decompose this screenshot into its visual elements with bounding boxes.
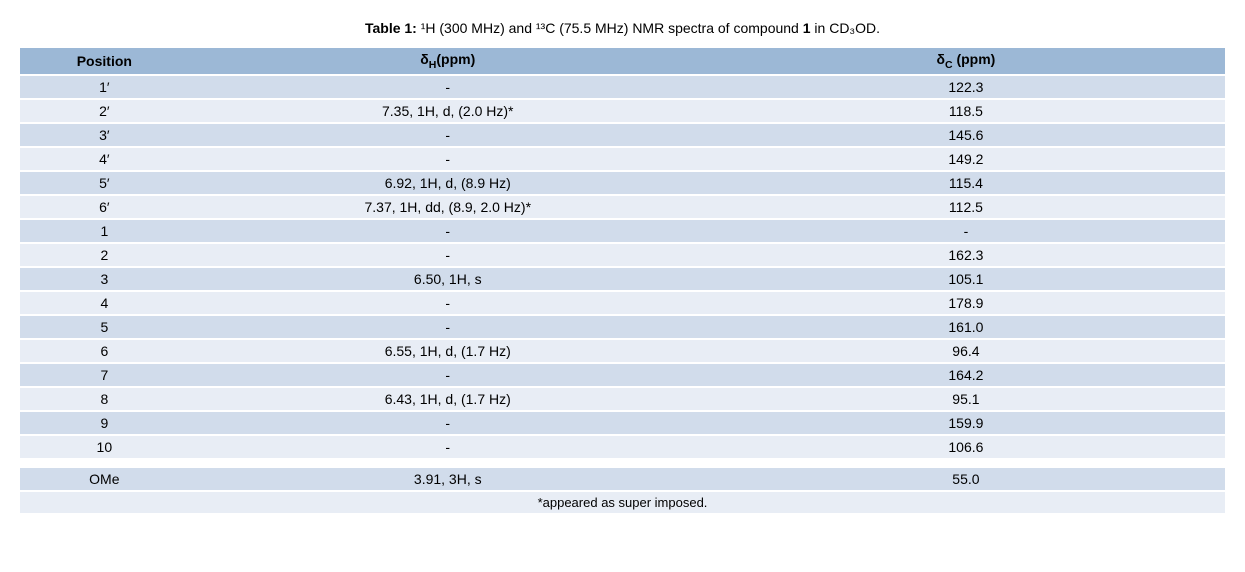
cell-h: 6.50, 1H, s bbox=[189, 268, 707, 290]
cell-h: - bbox=[189, 292, 707, 314]
cell-pos: 1 bbox=[20, 220, 189, 242]
cell-h: - bbox=[189, 124, 707, 146]
cell-h: 6.55, 1H, d, (1.7 Hz) bbox=[189, 340, 707, 362]
nmr-data-table: Position δH(ppm) δC (ppm) 1′-122.32′7.35… bbox=[20, 46, 1225, 515]
table-gap-row bbox=[20, 460, 1225, 466]
cell-pos: 4′ bbox=[20, 148, 189, 170]
cell-pos: 8 bbox=[20, 388, 189, 410]
caption-compound: 1 bbox=[803, 20, 811, 36]
col-header-position: Position bbox=[20, 48, 189, 74]
cell-c: 118.5 bbox=[707, 100, 1225, 122]
cell-h: - bbox=[189, 244, 707, 266]
caption-text-2: in CD₃OD. bbox=[811, 20, 881, 36]
cell-c: 122.3 bbox=[707, 76, 1225, 98]
table-caption: Table 1: ¹H (300 MHz) and ¹³C (75.5 MHz)… bbox=[20, 20, 1225, 36]
footnote-text: *appeared as super imposed. bbox=[20, 492, 1225, 513]
cell-h: - bbox=[189, 412, 707, 434]
table-row: 5-161.0 bbox=[20, 316, 1225, 338]
cell-h: 6.92, 1H, d, (8.9 Hz) bbox=[189, 172, 707, 194]
table-body-secondary: OMe3.91, 3H, s55.0 bbox=[20, 468, 1225, 490]
cell-c: 178.9 bbox=[707, 292, 1225, 314]
table-footnote-row: *appeared as super imposed. bbox=[20, 492, 1225, 513]
caption-text-1: ¹H (300 MHz) and ¹³C (75.5 MHz) NMR spec… bbox=[417, 20, 803, 36]
cell-pos: 9 bbox=[20, 412, 189, 434]
cell-pos: 3′ bbox=[20, 124, 189, 146]
caption-prefix: Table 1: bbox=[365, 20, 417, 36]
table-row: 1-- bbox=[20, 220, 1225, 242]
cell-pos: 5′ bbox=[20, 172, 189, 194]
table-row: 36.50, 1H, s105.1 bbox=[20, 268, 1225, 290]
table-body-main: 1′-122.32′7.35, 1H, d, (2.0 Hz)*118.53′-… bbox=[20, 76, 1225, 458]
cell-c: - bbox=[707, 220, 1225, 242]
cell-pos: 3 bbox=[20, 268, 189, 290]
cell-pos: 6 bbox=[20, 340, 189, 362]
cell-pos: OMe bbox=[20, 468, 189, 490]
cell-h: - bbox=[189, 316, 707, 338]
col-header-delta-c: δC (ppm) bbox=[707, 48, 1225, 74]
cell-c: 164.2 bbox=[707, 364, 1225, 386]
cell-c: 145.6 bbox=[707, 124, 1225, 146]
cell-c: 161.0 bbox=[707, 316, 1225, 338]
cell-pos: 1′ bbox=[20, 76, 189, 98]
col-header-delta-h: δH(ppm) bbox=[189, 48, 707, 74]
table-row: 4-178.9 bbox=[20, 292, 1225, 314]
cell-c: 95.1 bbox=[707, 388, 1225, 410]
cell-h: - bbox=[189, 76, 707, 98]
cell-h: - bbox=[189, 148, 707, 170]
cell-c: 159.9 bbox=[707, 412, 1225, 434]
cell-h: 3.91, 3H, s bbox=[189, 468, 707, 490]
table-row: 1′-122.3 bbox=[20, 76, 1225, 98]
table-row: 4′-149.2 bbox=[20, 148, 1225, 170]
table-row: 66.55, 1H, d, (1.7 Hz)96.4 bbox=[20, 340, 1225, 362]
cell-c: 112.5 bbox=[707, 196, 1225, 218]
cell-c: 96.4 bbox=[707, 340, 1225, 362]
cell-pos: 2′ bbox=[20, 100, 189, 122]
cell-pos: 7 bbox=[20, 364, 189, 386]
cell-c: 105.1 bbox=[707, 268, 1225, 290]
cell-c: 115.4 bbox=[707, 172, 1225, 194]
table-row: 9-159.9 bbox=[20, 412, 1225, 434]
cell-pos: 10 bbox=[20, 436, 189, 458]
table-row: 2-162.3 bbox=[20, 244, 1225, 266]
cell-h: 6.43, 1H, d, (1.7 Hz) bbox=[189, 388, 707, 410]
cell-h: 7.35, 1H, d, (2.0 Hz)* bbox=[189, 100, 707, 122]
table-row: OMe3.91, 3H, s55.0 bbox=[20, 468, 1225, 490]
table-row: 6′7.37, 1H, dd, (8.9, 2.0 Hz)*112.5 bbox=[20, 196, 1225, 218]
table-row: 10-106.6 bbox=[20, 436, 1225, 458]
cell-pos: 4 bbox=[20, 292, 189, 314]
table-row: 3′-145.6 bbox=[20, 124, 1225, 146]
table-row: 86.43, 1H, d, (1.7 Hz)95.1 bbox=[20, 388, 1225, 410]
cell-c: 106.6 bbox=[707, 436, 1225, 458]
table-row: 2′7.35, 1H, d, (2.0 Hz)*118.5 bbox=[20, 100, 1225, 122]
table-header-row: Position δH(ppm) δC (ppm) bbox=[20, 48, 1225, 74]
cell-h: - bbox=[189, 436, 707, 458]
table-row: 5′6.92, 1H, d, (8.9 Hz)115.4 bbox=[20, 172, 1225, 194]
cell-h: - bbox=[189, 220, 707, 242]
table-row: 7-164.2 bbox=[20, 364, 1225, 386]
cell-h: 7.37, 1H, dd, (8.9, 2.0 Hz)* bbox=[189, 196, 707, 218]
cell-h: - bbox=[189, 364, 707, 386]
cell-c: 55.0 bbox=[707, 468, 1225, 490]
cell-pos: 2 bbox=[20, 244, 189, 266]
cell-c: 162.3 bbox=[707, 244, 1225, 266]
cell-c: 149.2 bbox=[707, 148, 1225, 170]
cell-pos: 6′ bbox=[20, 196, 189, 218]
cell-pos: 5 bbox=[20, 316, 189, 338]
